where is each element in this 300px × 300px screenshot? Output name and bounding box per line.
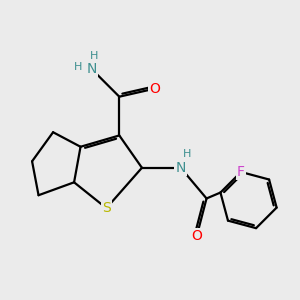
Text: H: H bbox=[74, 61, 82, 72]
Text: N: N bbox=[87, 62, 97, 76]
Text: N: N bbox=[176, 161, 186, 175]
Text: O: O bbox=[149, 82, 160, 96]
Text: S: S bbox=[102, 201, 111, 215]
Text: O: O bbox=[191, 229, 202, 243]
Text: F: F bbox=[237, 165, 245, 179]
Text: H: H bbox=[183, 149, 191, 159]
Text: H: H bbox=[90, 51, 99, 61]
